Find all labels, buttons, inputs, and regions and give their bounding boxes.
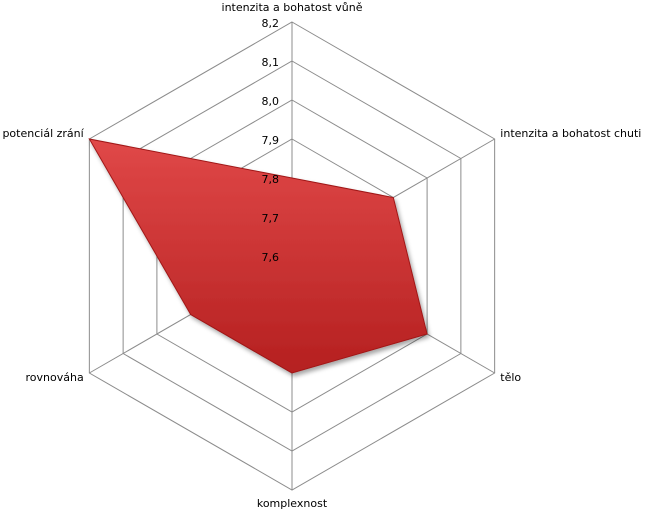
category-label: komplexnost <box>257 497 328 510</box>
category-label: intenzita a bohatost chuti <box>500 127 641 140</box>
category-label: intenzita a bohatost vůně <box>222 1 363 14</box>
category-label: potenciál zrání <box>2 127 84 140</box>
tick-label: 7,6 <box>262 251 280 264</box>
tick-label: 7,9 <box>262 134 280 147</box>
tick-label: 7,7 <box>262 212 280 225</box>
tick-label: 8,0 <box>262 95 280 108</box>
tick-label: 7,8 <box>262 173 280 186</box>
category-label: tělo <box>500 371 521 384</box>
category-label: rovnováha <box>26 371 84 384</box>
radar-area <box>88 138 428 374</box>
tick-label: 8,1 <box>262 56 280 69</box>
tick-label: 8,2 <box>262 17 280 30</box>
